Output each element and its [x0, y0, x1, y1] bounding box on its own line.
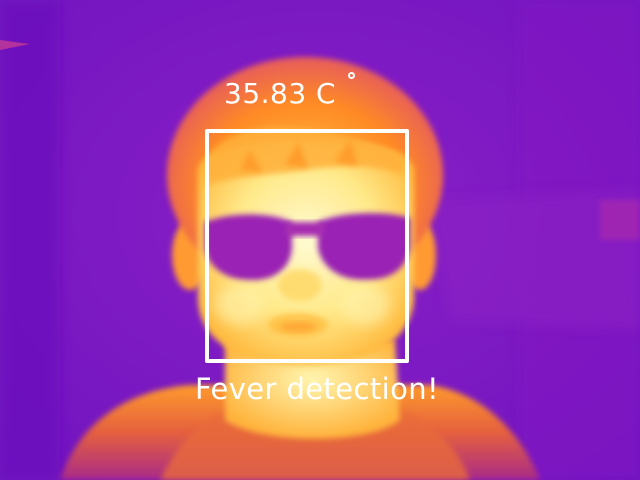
degree-symbol-icon	[348, 72, 355, 79]
face-detection-box	[205, 129, 409, 363]
fever-alert-text: Fever detection!	[195, 372, 440, 406]
temperature-reading: 35.83 C	[224, 77, 337, 110]
